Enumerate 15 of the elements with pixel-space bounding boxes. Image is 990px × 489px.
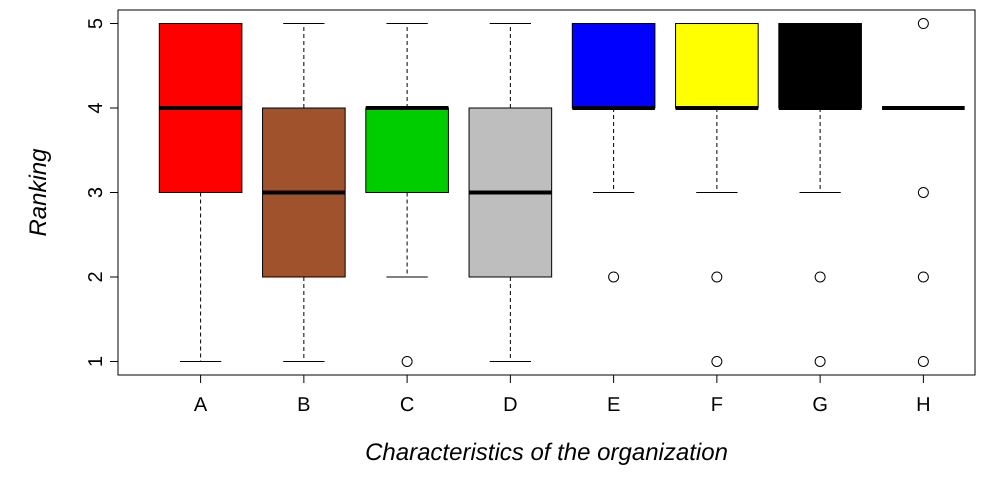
y-tick-label: 5: [85, 18, 107, 30]
x-tick-label: C: [400, 394, 414, 416]
y-tick-label: 1: [85, 356, 107, 368]
x-tick-label: A: [194, 394, 208, 416]
x-tick-label: D: [503, 394, 518, 416]
x-tick-label: B: [297, 394, 311, 416]
y-tick-label: 3: [85, 186, 107, 198]
y-tick-label: 2: [85, 271, 107, 283]
x-tick-label: F: [710, 394, 723, 416]
y-axis-title: Ranking: [25, 148, 52, 237]
x-tick-label: G: [812, 394, 828, 416]
x-axis-title: Characteristics of the organization: [365, 439, 728, 466]
y-tick-label: 4: [85, 102, 107, 114]
x-tick-label: H: [916, 394, 931, 416]
x-tick-label: E: [606, 394, 620, 416]
